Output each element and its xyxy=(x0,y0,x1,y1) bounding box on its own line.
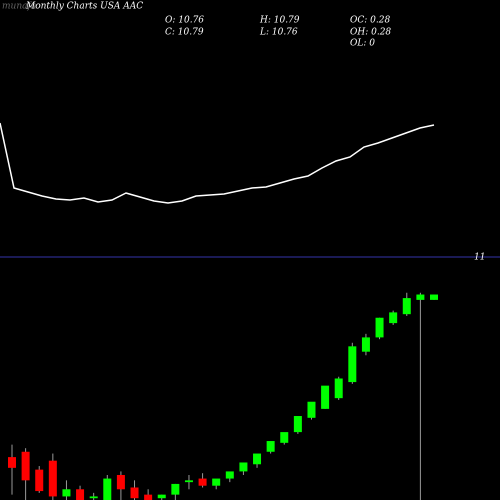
info: L: 10.76 xyxy=(259,28,298,38)
candle-body xyxy=(198,478,207,486)
candle-body xyxy=(130,487,139,499)
candle-body xyxy=(348,346,357,383)
candle-body xyxy=(103,478,112,500)
candle-body xyxy=(8,457,16,468)
candle-body xyxy=(35,469,44,492)
info: C: 10.79 xyxy=(165,28,204,38)
candle-body xyxy=(239,462,248,472)
candle-body xyxy=(212,478,221,486)
candle-body xyxy=(361,337,370,352)
candle-body xyxy=(430,294,438,300)
candle-body xyxy=(266,441,275,452)
candle-body xyxy=(116,474,125,490)
candle-body xyxy=(307,401,316,418)
info: OC: 0.28 xyxy=(350,16,390,26)
info: O: 10.76 xyxy=(165,16,204,26)
candle-body xyxy=(253,453,262,465)
candle-body xyxy=(157,494,166,499)
info: OH: 0.28 xyxy=(350,28,391,38)
chart-title: Monthly Charts USA AAC xyxy=(25,2,143,12)
candle-body xyxy=(402,298,411,315)
candle-body xyxy=(62,489,71,497)
candle-body xyxy=(280,432,289,443)
candle-body xyxy=(293,416,302,433)
candle-body xyxy=(21,451,30,481)
candle-body xyxy=(89,496,98,499)
candle-body xyxy=(375,317,384,338)
info: OL: 0 xyxy=(350,39,375,49)
candle-body xyxy=(184,480,193,483)
info: H: 10.79 xyxy=(259,16,300,26)
candle-body xyxy=(334,378,343,399)
line xyxy=(0,122,435,204)
watermark: munafa xyxy=(2,2,36,12)
candle-body xyxy=(321,385,330,409)
candle-body xyxy=(389,312,398,324)
candle-body xyxy=(171,483,180,495)
candle-body xyxy=(76,489,85,500)
level-label: 11 xyxy=(474,253,485,263)
candle-body xyxy=(48,460,57,497)
candle-body xyxy=(225,471,234,479)
candle-body xyxy=(416,294,425,300)
candle-body xyxy=(144,494,153,500)
